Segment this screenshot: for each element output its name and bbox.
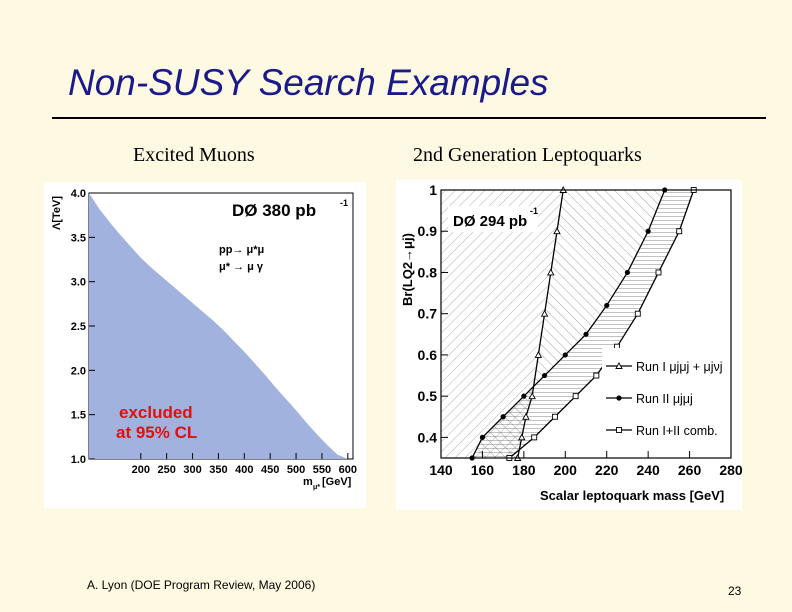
data-point: [593, 372, 600, 379]
run2-excluded-hatch: [472, 190, 665, 458]
x-tick-label: 600: [339, 464, 357, 476]
y-tick-label: 3.0: [71, 277, 86, 289]
excluded-region: [89, 193, 353, 459]
data-point: [534, 350, 543, 358]
y-tick-label: 1.5: [71, 410, 86, 422]
data-point: [541, 372, 548, 379]
data-point: [518, 433, 526, 441]
experiment-label-bg: [448, 206, 538, 232]
data-point: [616, 427, 622, 433]
footer-text: A. Lyon (DOE Program Review, May 2006): [87, 578, 316, 592]
data-point: [479, 434, 486, 440]
data-point: [572, 393, 579, 400]
x-axis-label: Scalar leptoquark mass [GeV]: [540, 488, 724, 503]
x-tick-label: 200: [132, 464, 150, 476]
x-tick-label: 220: [595, 462, 619, 478]
x-axis-label: m: [303, 476, 313, 488]
excited-muons-panel: 200 250 300 350 400 450 500 550 600 1.0 1.5 2.0 2.5 3…: [44, 182, 366, 508]
data-point: [500, 414, 506, 420]
y-tick-label: 1.0: [71, 454, 86, 466]
plot-frame: [440, 189, 732, 459]
experiment-label: DØ 294 pb: [453, 213, 527, 230]
x-tick-label: 240: [636, 462, 660, 478]
data-point: [528, 392, 536, 400]
legend: Run I μjμj + μjνj Run II μjμj Run I+II com…: [602, 348, 726, 440]
x-tick-label: 200: [554, 462, 578, 478]
excluded-line-2: at 95% CL: [116, 423, 197, 442]
x-tick-label: 550: [313, 464, 331, 476]
y-tick-label: 0.6: [418, 347, 438, 363]
data-point: [616, 395, 622, 401]
y-tick-label: 4.0: [71, 188, 86, 200]
data-point: [604, 302, 610, 309]
data-point: [540, 309, 549, 317]
data-point: [645, 228, 651, 234]
y-tick-label: 1: [429, 182, 437, 198]
y-tick-label: 0.7: [418, 306, 438, 322]
x-tick-label: 180: [512, 462, 536, 478]
process-line-1: pp→ μ*μ: [219, 244, 264, 256]
lumi-exponent: -1: [530, 206, 538, 216]
title-rule: [52, 117, 766, 119]
y-axis-label: Λ[TeV]: [51, 196, 63, 230]
x-tick-label: 450: [261, 464, 279, 476]
x-axis-label-unit: [GeV]: [322, 476, 352, 488]
y-tick-label: 0.5: [418, 388, 438, 404]
y-tick-label: 2.0: [71, 365, 86, 377]
legend-label: Run I μjμj + μjνj: [636, 360, 723, 374]
excluded-line-1: excluded: [119, 403, 193, 422]
y-tick-label: 0.8: [418, 264, 438, 280]
x-tick-label: 300: [183, 464, 201, 476]
legend-box: [602, 348, 726, 440]
legend-label: Run I+II comb.: [636, 424, 718, 438]
data-point: [634, 310, 641, 317]
slide-title: Non-SUSY Search Examples: [68, 62, 549, 103]
data-point: [676, 228, 683, 235]
lumi-exponent: -1: [340, 198, 348, 208]
data-point: [624, 269, 631, 276]
data-point: [531, 434, 538, 441]
combined-band-hatch: [472, 190, 694, 458]
data-point: [551, 413, 558, 420]
data-point: [521, 393, 527, 399]
leptoquark-chart: 140 160 180 200 220 240 260 280 0.4 0.5 0.6 0.7 0.8 0…: [400, 182, 743, 503]
x-axis-label-sub: μ*: [313, 484, 320, 491]
process-line-2: μ* → μ γ: [219, 261, 264, 273]
legend-label: Run II μjμj: [636, 392, 693, 406]
left-heading: Excited Muons: [133, 144, 255, 166]
data-point: [562, 352, 568, 358]
experiment-label: DØ 380 pb: [232, 201, 316, 220]
data-point: [655, 269, 662, 276]
x-tick-label: 160: [471, 462, 495, 478]
x-tick-label: 500: [287, 464, 305, 476]
y-tick-label: 2.5: [71, 321, 86, 333]
excited-muons-chart: 200 250 300 350 400 450 500 550 600 1.0 1.5 2.0 2.5 3…: [51, 188, 357, 491]
y-axis-label: Br(LQ2→μj): [400, 233, 415, 306]
y-tick-label: 0.4: [418, 429, 438, 445]
x-tick-label: 280: [719, 462, 742, 478]
x-tick-label: 250: [157, 464, 175, 476]
y-tick-label: 0.9: [418, 223, 438, 239]
data-point: [583, 331, 589, 337]
right-heading: 2nd Generation Leptoquarks: [413, 144, 642, 166]
y-tick-label: 3.5: [71, 232, 86, 244]
x-tick-label: 260: [678, 462, 702, 478]
data-point: [615, 362, 623, 369]
x-tick-label: 350: [209, 464, 227, 476]
x-tick-label: 140: [429, 462, 453, 478]
data-point: [553, 227, 561, 235]
x-tick-label: 400: [235, 464, 253, 476]
data-point: [522, 412, 530, 420]
leptoquark-panel: 140 160 180 200 220 240 260 280 0.4 0.5 0.6 0.7 0.8 0…: [396, 180, 743, 510]
page-number: 23: [728, 584, 742, 598]
data-point: [547, 268, 555, 276]
